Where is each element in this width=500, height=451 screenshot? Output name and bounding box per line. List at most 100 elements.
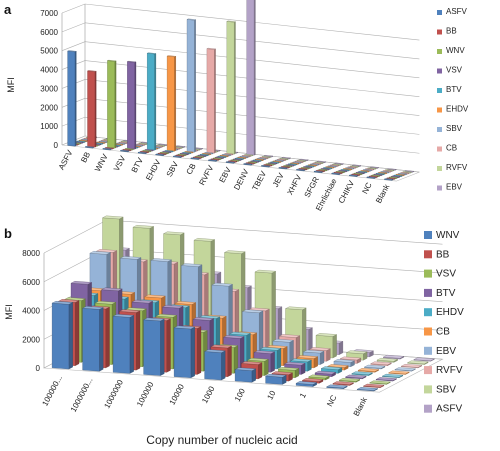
bar bbox=[102, 147, 112, 151]
x-tick-label: 100000 bbox=[135, 380, 156, 408]
legend-swatch bbox=[424, 346, 432, 355]
x-tick-label: RVFV bbox=[197, 163, 215, 187]
legend-entry: BTV bbox=[446, 85, 462, 94]
legend-entry: WNV bbox=[446, 46, 465, 55]
legend-entry: SBV bbox=[436, 384, 456, 395]
x-tick-label: 100000... bbox=[40, 374, 64, 408]
bar bbox=[351, 371, 373, 376]
bar bbox=[204, 349, 226, 381]
bar bbox=[375, 377, 398, 382]
bar bbox=[265, 373, 287, 385]
x-tick-label: SFGR bbox=[303, 175, 321, 199]
bar bbox=[85, 146, 95, 149]
x-tick-label: 1 bbox=[298, 391, 308, 400]
bar bbox=[176, 145, 186, 148]
bar bbox=[388, 370, 410, 375]
y-tick-label: 0 bbox=[36, 364, 41, 373]
x-tick-label: Blank bbox=[352, 395, 370, 418]
bar bbox=[243, 163, 253, 166]
bar bbox=[112, 314, 135, 374]
bar bbox=[363, 364, 386, 370]
gridline bbox=[61, 22, 86, 33]
x-tick-label: 10000 bbox=[168, 382, 187, 406]
y-axis-title: MFI bbox=[4, 304, 14, 320]
bar bbox=[186, 18, 197, 153]
gridline bbox=[106, 248, 443, 274]
x-tick-label: WNV bbox=[93, 152, 110, 173]
x-tick-label: TBEV bbox=[250, 169, 268, 192]
gridline bbox=[43, 219, 108, 254]
x-tick-label: XHFV bbox=[285, 173, 303, 197]
bar bbox=[67, 50, 77, 147]
x-tick-label: JEV bbox=[271, 171, 286, 189]
panel-a-label: a bbox=[4, 2, 12, 17]
legend-swatch bbox=[437, 10, 442, 15]
legend-swatch bbox=[424, 269, 432, 278]
legend-swatch bbox=[424, 404, 432, 413]
bar bbox=[120, 149, 130, 153]
bar bbox=[127, 60, 137, 150]
y-tick-label: 6000 bbox=[40, 28, 58, 37]
x-tick-label: EHDV bbox=[144, 158, 163, 182]
bar bbox=[349, 174, 359, 177]
bar bbox=[413, 357, 435, 362]
legend-swatch bbox=[424, 231, 432, 239]
bar bbox=[208, 159, 218, 162]
x-tick-label: 100 bbox=[233, 387, 247, 403]
x-tick-label: CHIKV bbox=[337, 178, 357, 204]
x-tick-label: EBV bbox=[218, 165, 234, 184]
bar bbox=[246, 0, 256, 156]
x-tick-label: 1000000 bbox=[102, 378, 125, 410]
x-tick-label: CB bbox=[185, 162, 198, 176]
legend-swatch bbox=[437, 29, 442, 35]
y-tick-label: 4000 bbox=[40, 66, 58, 75]
legend-entry: ASFV bbox=[436, 404, 462, 415]
bar bbox=[155, 153, 165, 156]
x-axis-title: Copy number of nucleic acid bbox=[146, 433, 297, 447]
bar bbox=[362, 383, 385, 388]
y-tick-label: 5000 bbox=[40, 47, 58, 56]
bar bbox=[344, 374, 367, 380]
bar bbox=[362, 169, 372, 172]
legend-entry: VSV bbox=[436, 269, 456, 280]
x-tick-label: 1000000... bbox=[69, 376, 95, 414]
legend-entry: CB bbox=[446, 144, 457, 153]
bar bbox=[394, 367, 417, 372]
legend-swatch bbox=[437, 88, 442, 93]
bar bbox=[369, 380, 391, 385]
legend-swatch bbox=[424, 327, 432, 336]
gridline bbox=[61, 3, 86, 14]
bar bbox=[82, 306, 104, 372]
legend-entry: CB bbox=[436, 327, 450, 338]
x-tick-label: BTV bbox=[130, 156, 146, 175]
bar bbox=[166, 55, 177, 152]
y-tick-label: 3000 bbox=[40, 84, 58, 93]
bar bbox=[382, 354, 405, 360]
legend-entry: RVFV bbox=[446, 163, 468, 172]
x-tick-label: 1000 bbox=[200, 384, 217, 404]
bar bbox=[326, 384, 348, 390]
y-tick-label: 1000 bbox=[40, 122, 58, 131]
legend-entry: VSV bbox=[446, 66, 463, 75]
bar bbox=[406, 360, 429, 365]
x-tick-label: NC bbox=[325, 393, 338, 408]
y-tick-label: 2000 bbox=[22, 335, 40, 344]
y-tick-label: 6000 bbox=[22, 278, 40, 287]
bar bbox=[51, 301, 74, 370]
legend-entry: BTV bbox=[436, 288, 456, 299]
bar bbox=[400, 364, 423, 369]
legend-swatch bbox=[424, 288, 432, 297]
gridline bbox=[61, 41, 86, 51]
legend-entry: EBV bbox=[436, 346, 456, 357]
legend-swatch bbox=[437, 107, 442, 113]
legend-entry: WNV bbox=[436, 230, 460, 241]
bar bbox=[173, 325, 196, 379]
bar bbox=[338, 378, 361, 383]
bar bbox=[147, 52, 157, 151]
bar bbox=[234, 367, 257, 383]
x-tick-label: NC bbox=[360, 181, 373, 196]
bar bbox=[156, 144, 166, 147]
panel-b-chart: b 0 2000 4000 6000 8000 MFI 100000... 1000000..… bbox=[4, 215, 464, 447]
legend-entry: BB bbox=[446, 27, 457, 36]
legend-swatch bbox=[437, 146, 442, 152]
